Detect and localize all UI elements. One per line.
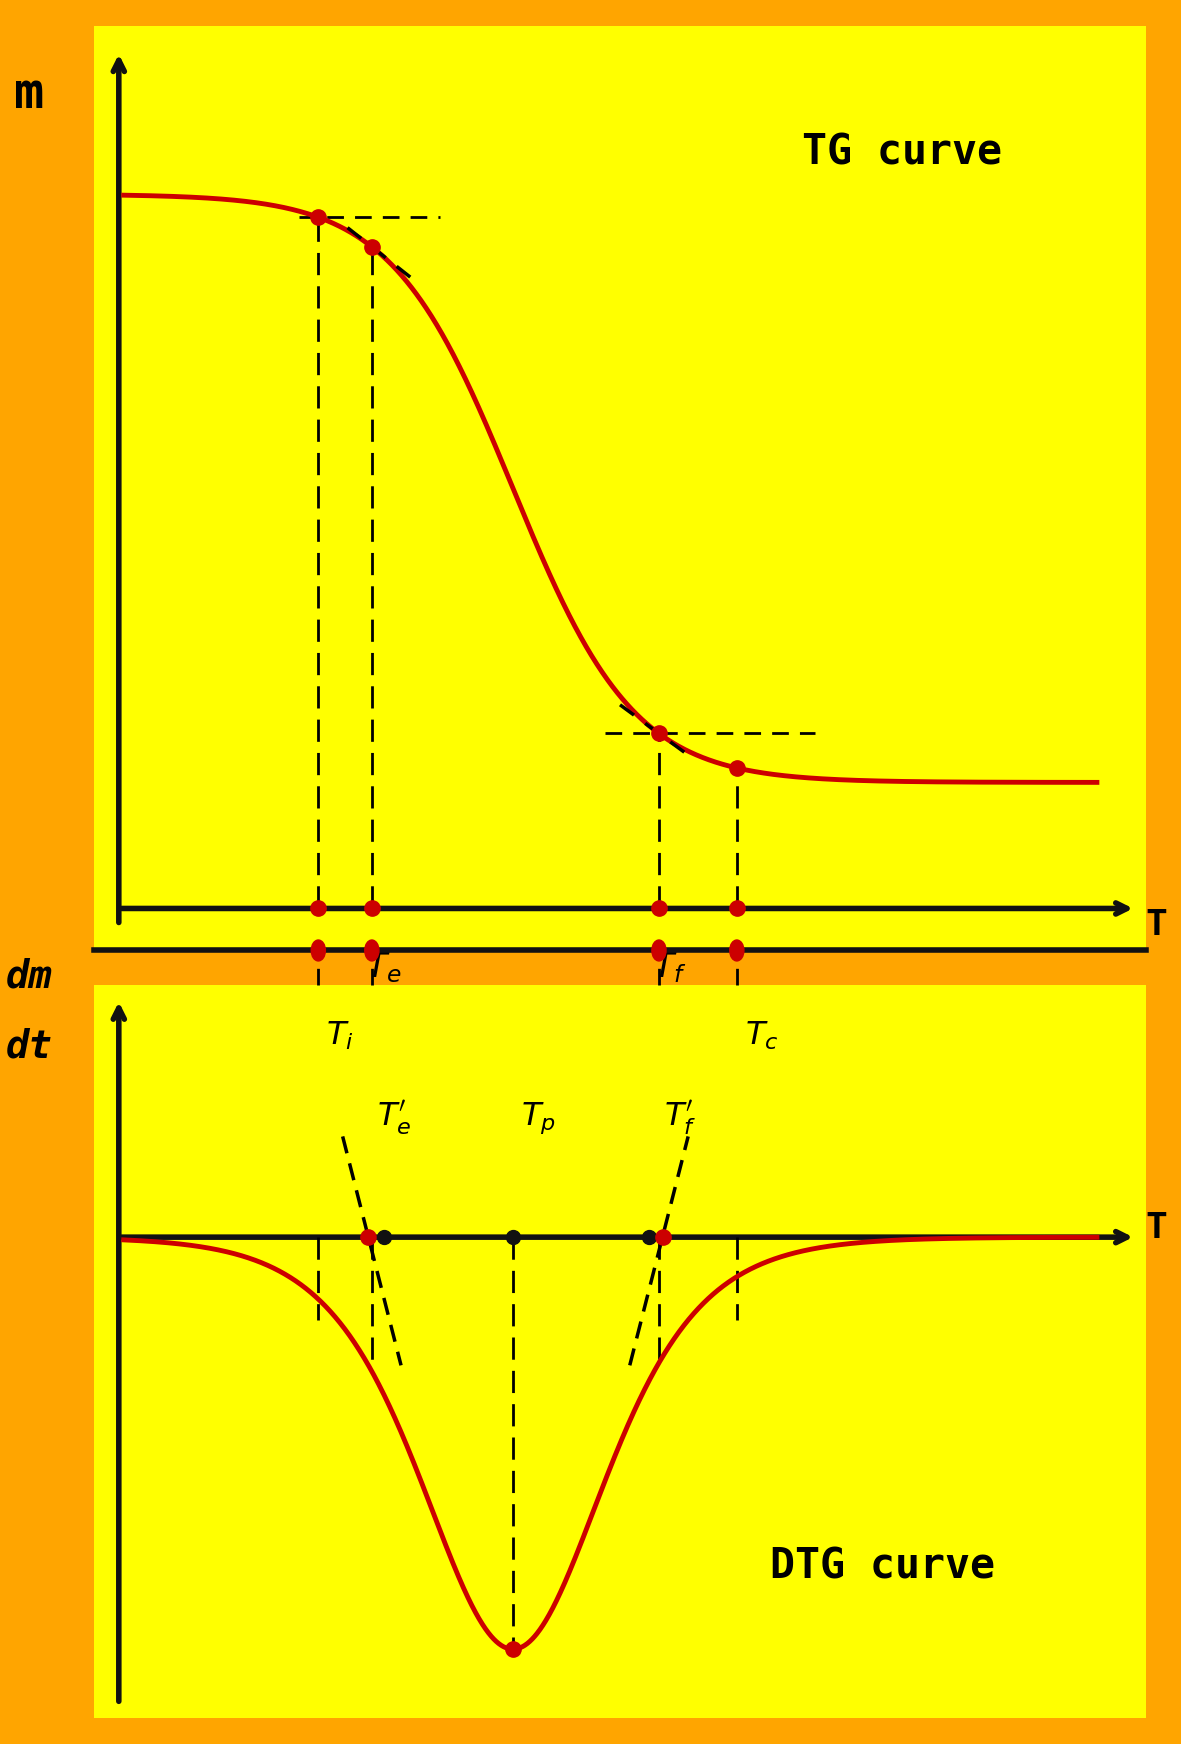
Text: m: m bbox=[14, 70, 45, 119]
Text: T: T bbox=[1146, 1210, 1167, 1245]
Text: $T_c$: $T_c$ bbox=[744, 1020, 778, 1052]
Text: T: T bbox=[1146, 909, 1167, 942]
Text: $T_e'$: $T_e'$ bbox=[377, 1099, 411, 1137]
Text: TG curve: TG curve bbox=[802, 131, 1003, 173]
Text: DTG curve: DTG curve bbox=[770, 1545, 996, 1587]
Text: $T_i$: $T_i$ bbox=[326, 1020, 354, 1052]
Text: $T_f$: $T_f$ bbox=[653, 950, 687, 985]
Text: $T_f'$: $T_f'$ bbox=[664, 1099, 696, 1137]
Text: $T_e$: $T_e$ bbox=[366, 950, 402, 985]
Text: dt: dt bbox=[6, 1027, 53, 1066]
Text: dm: dm bbox=[6, 957, 53, 996]
Text: $T_p$: $T_p$ bbox=[521, 1100, 555, 1135]
